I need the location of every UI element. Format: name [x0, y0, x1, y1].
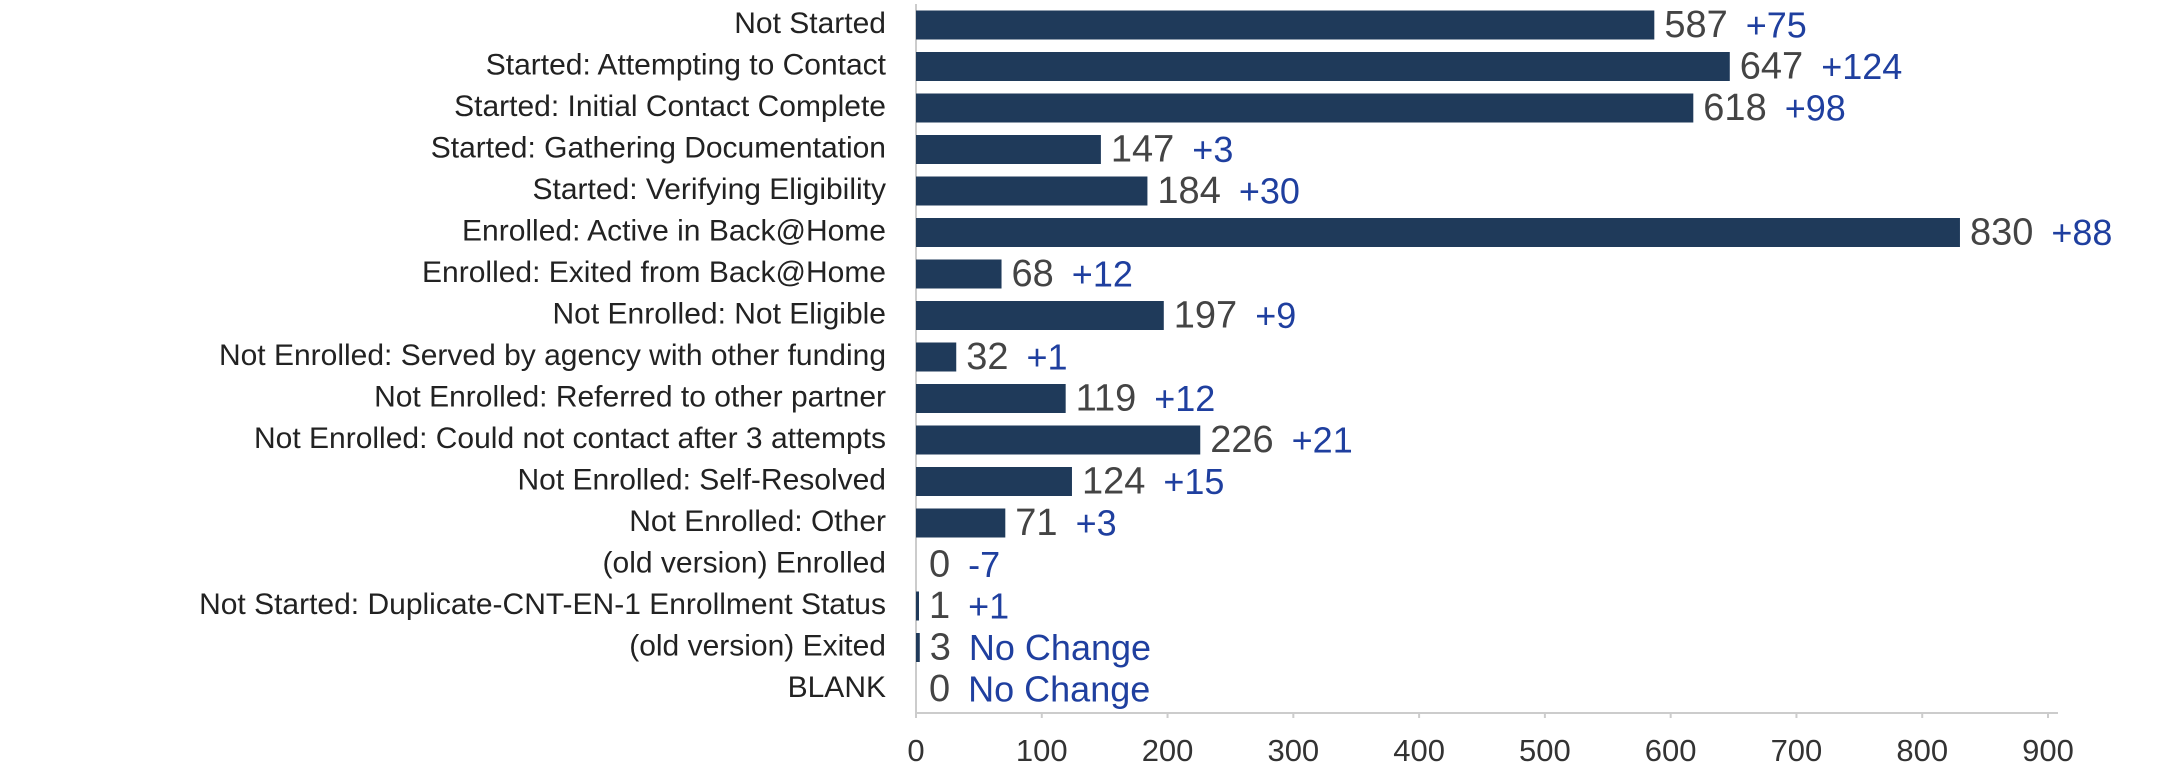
x-tick-label: 400 — [1393, 733, 1445, 768]
change-label: No Change — [969, 627, 1151, 668]
value-label: 197 — [1174, 295, 1237, 337]
value-label: 124 — [1082, 461, 1145, 503]
x-tick-label: 100 — [1016, 733, 1068, 768]
x-tick-label: 600 — [1645, 733, 1697, 768]
category-label: Not Enrolled: Not Eligible — [552, 297, 886, 330]
change-label: +9 — [1255, 295, 1296, 336]
change-label: +12 — [1154, 378, 1215, 419]
bar — [916, 176, 1148, 206]
category-label: Started: Attempting to Contact — [486, 48, 887, 81]
value-label: 587 — [1664, 4, 1727, 46]
change-label: +98 — [1785, 88, 1846, 129]
bar — [916, 135, 1101, 164]
x-tick-label: 800 — [1896, 733, 1948, 768]
category-label: Not Enrolled: Could not contact after 3 … — [254, 422, 886, 455]
bar — [916, 52, 1730, 81]
value-label: 647 — [1740, 46, 1803, 88]
bar — [916, 425, 1201, 455]
change-label: +1 — [1027, 337, 1068, 378]
change-label: +75 — [1746, 5, 1807, 46]
category-label: Enrolled: Exited from Back@Home — [422, 256, 886, 289]
bar — [916, 259, 1002, 289]
value-label: 32 — [966, 336, 1008, 378]
category-label: Started: Initial Contact Complete — [454, 90, 886, 123]
value-label: 0 — [929, 544, 950, 586]
change-label: +88 — [2051, 212, 2112, 253]
bar — [916, 342, 957, 372]
x-tick-label: 300 — [1267, 733, 1319, 768]
value-label: 0 — [929, 668, 950, 710]
change-label: +12 — [1072, 254, 1133, 295]
x-tick-label: 700 — [1771, 733, 1823, 768]
category-label: Started: Gathering Documentation — [431, 131, 886, 164]
bar — [916, 467, 1072, 496]
bar — [916, 10, 1655, 40]
value-label: 1 — [929, 585, 950, 627]
category-label: Not Enrolled: Referred to other partner — [374, 380, 886, 413]
bar — [916, 591, 919, 621]
bar — [916, 93, 1694, 123]
value-label: 68 — [1012, 253, 1054, 295]
bar — [916, 508, 1006, 538]
change-label: No Change — [968, 669, 1150, 710]
value-label: 147 — [1111, 129, 1174, 171]
category-label: Not Enrolled: Other — [629, 505, 886, 538]
bar — [916, 218, 1960, 247]
value-label: 71 — [1015, 502, 1057, 544]
value-label: 184 — [1157, 170, 1220, 212]
bar — [916, 301, 1164, 330]
change-label: +1 — [968, 586, 1009, 627]
x-tick-label: 0 — [907, 733, 924, 768]
change-label: -7 — [968, 544, 1000, 585]
value-label: 119 — [1076, 378, 1137, 420]
category-label: BLANK — [788, 671, 886, 704]
category-label: (old version) Exited — [629, 629, 886, 662]
category-label: Not Enrolled: Served by agency with othe… — [219, 339, 886, 372]
change-label: +124 — [1821, 46, 1902, 87]
change-label: +30 — [1239, 171, 1300, 212]
change-label: +15 — [1163, 461, 1224, 502]
x-tick-label: 500 — [1519, 733, 1571, 768]
category-label: Not Started: Duplicate-CNT-EN-1 Enrollme… — [199, 588, 886, 621]
value-label: 3 — [930, 627, 951, 669]
x-tick-label: 900 — [2022, 733, 2074, 768]
category-label: Started: Verifying Eligibility — [533, 173, 887, 206]
x-tick-label: 200 — [1142, 733, 1194, 768]
category-label: Not Enrolled: Self-Resolved — [517, 463, 886, 496]
bar — [916, 633, 920, 662]
change-label: +3 — [1076, 503, 1117, 544]
value-label: 618 — [1703, 87, 1766, 129]
change-label: +3 — [1192, 129, 1233, 170]
category-label: Not Started — [734, 7, 886, 40]
value-label: 226 — [1210, 419, 1273, 461]
category-label: Enrolled: Active in Back@Home — [462, 214, 886, 247]
category-label: (old version) Enrolled — [603, 546, 886, 579]
bar — [916, 384, 1066, 413]
change-label: +21 — [1292, 420, 1353, 461]
value-label: 830 — [1970, 212, 2033, 254]
